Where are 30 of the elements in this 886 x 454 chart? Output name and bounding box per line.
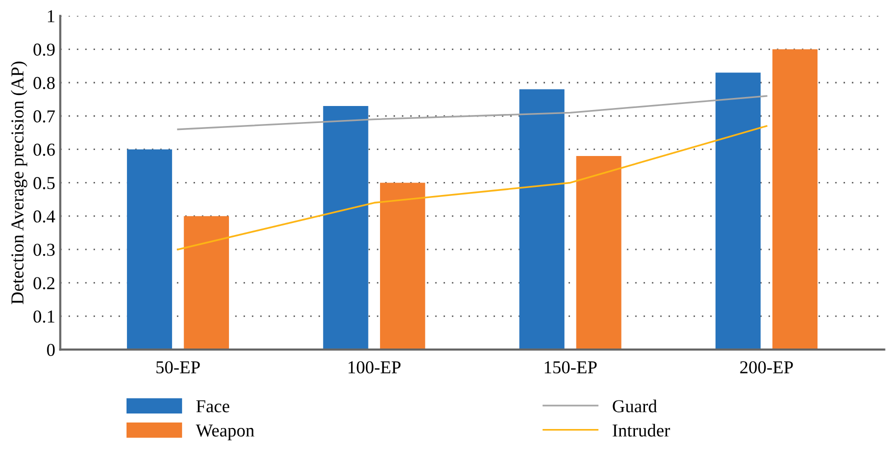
- bar: [380, 182, 426, 350]
- y-tick-label: 0.2: [34, 277, 54, 290]
- y-tick-label: 0: [47, 344, 55, 356]
- line-series: [177, 95, 768, 130]
- x-tick-label: 100-EP: [348, 361, 401, 374]
- x-tick-label: 150-EP: [544, 361, 597, 374]
- bar: [323, 106, 368, 350]
- bar: [716, 72, 761, 350]
- y-tick-label: 0.9: [34, 44, 55, 56]
- y-tick-label: 0.1: [34, 310, 54, 323]
- legend-label: Weapon: [196, 424, 254, 440]
- legend-label: Face: [196, 400, 230, 412]
- y-tick-label: 0.8: [34, 76, 55, 90]
- bar: [576, 156, 622, 350]
- x-tick-label: 200-EP: [740, 361, 793, 374]
- y-tick-label: 1: [48, 10, 54, 22]
- bar: [772, 49, 818, 350]
- legend-label: Intruder: [612, 424, 670, 437]
- y-tick-label: 0.6: [34, 144, 55, 156]
- bar: [519, 89, 564, 350]
- bar: [184, 216, 229, 350]
- x-tick-label: 50-EP: [156, 361, 200, 374]
- y-axis-title: Detection Average precision (AP): [10, 62, 28, 304]
- y-tick-label: 0.3: [34, 244, 55, 256]
- y-tick-label: 0.5: [34, 176, 55, 190]
- legend-label: Guard: [612, 400, 657, 412]
- y-tick-label: 0.4: [34, 210, 56, 223]
- line-series: [177, 125, 768, 250]
- bar: [126, 149, 172, 350]
- y-tick-label: 0.7: [34, 110, 55, 123]
